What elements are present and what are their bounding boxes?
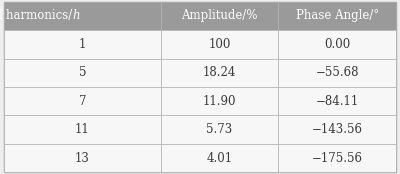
Bar [4, 30, 161, 59]
Bar [161, 2, 278, 30]
Text: 4.01: 4.01 [206, 152, 233, 165]
Text: −84.11: −84.11 [316, 95, 359, 108]
Bar [161, 30, 278, 59]
Bar [161, 87, 278, 115]
Text: h: h [73, 9, 80, 22]
Bar [161, 115, 278, 144]
Bar [278, 2, 396, 30]
Bar [278, 115, 396, 144]
Text: 11: 11 [75, 123, 90, 136]
Text: Phase Angle/°: Phase Angle/° [296, 9, 379, 22]
Bar [4, 2, 161, 30]
Bar [4, 144, 161, 172]
Text: 1: 1 [79, 38, 86, 51]
Text: 11.90: 11.90 [203, 95, 236, 108]
Bar [4, 115, 161, 144]
Text: 7: 7 [79, 95, 86, 108]
Text: −55.68: −55.68 [316, 66, 359, 79]
Text: 5.73: 5.73 [206, 123, 233, 136]
Text: 5: 5 [79, 66, 86, 79]
Text: 100: 100 [208, 38, 231, 51]
Bar [161, 59, 278, 87]
Bar [4, 59, 161, 87]
Bar [278, 59, 396, 87]
Text: Number of harmonics/: Number of harmonics/ [0, 9, 72, 22]
Bar [278, 87, 396, 115]
Text: 0.00: 0.00 [324, 38, 350, 51]
Bar [4, 87, 161, 115]
Bar [278, 144, 396, 172]
Bar [161, 144, 278, 172]
Text: Amplitude/%: Amplitude/% [181, 9, 258, 22]
Bar [278, 30, 396, 59]
Text: −175.56: −175.56 [312, 152, 363, 165]
Text: −143.56: −143.56 [312, 123, 363, 136]
Text: 13: 13 [75, 152, 90, 165]
Text: 18.24: 18.24 [203, 66, 236, 79]
